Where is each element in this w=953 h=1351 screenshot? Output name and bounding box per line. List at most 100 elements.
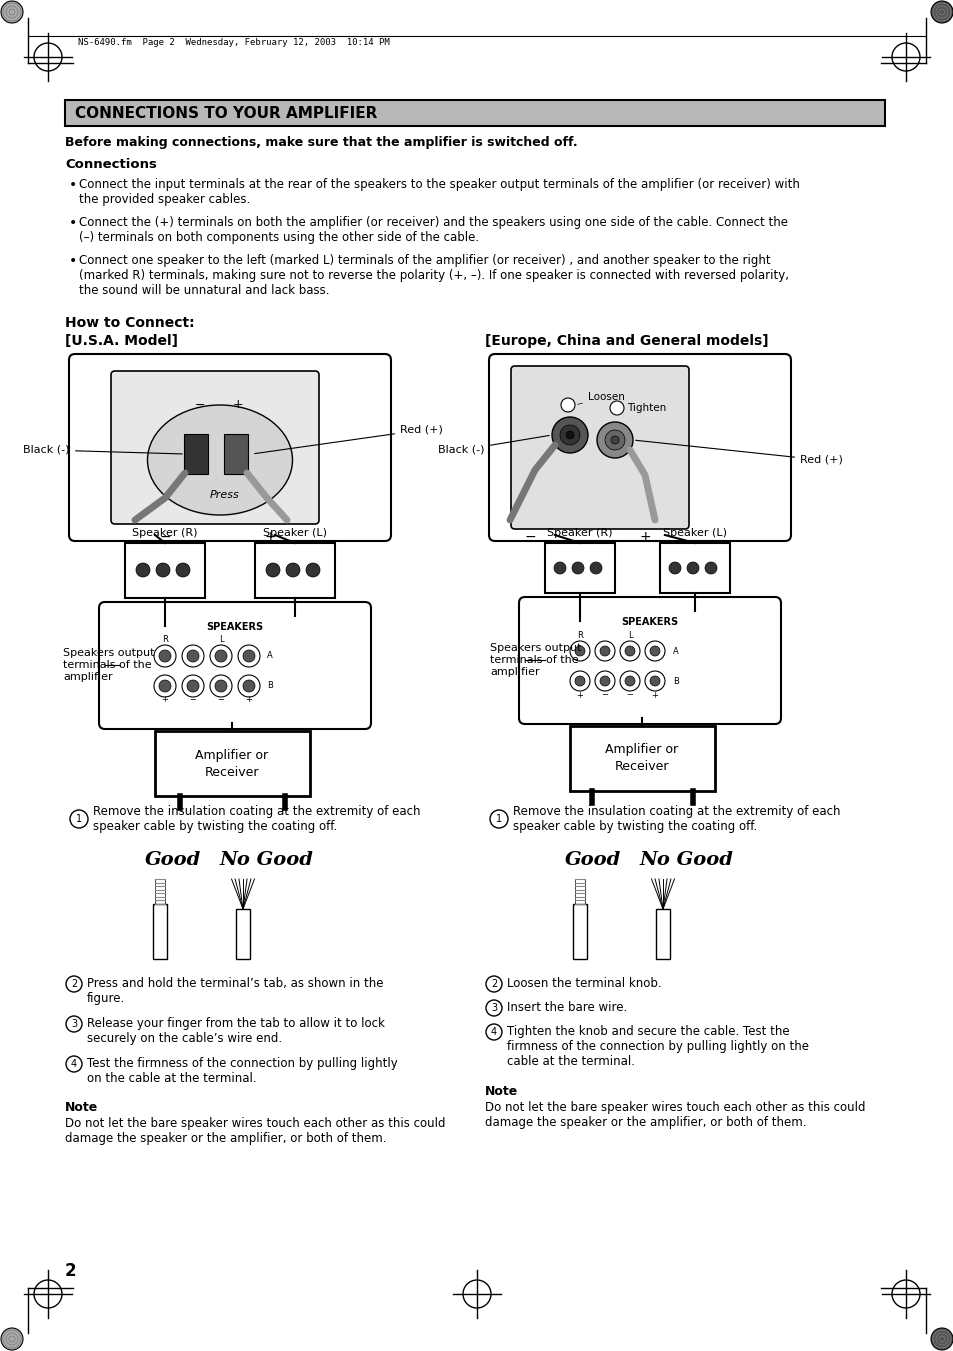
Circle shape xyxy=(214,650,227,662)
Text: Speaker (L): Speaker (L) xyxy=(263,528,327,538)
Text: 1: 1 xyxy=(496,815,501,824)
Text: Amplifier or: Amplifier or xyxy=(605,743,678,757)
Bar xyxy=(575,880,584,904)
Circle shape xyxy=(609,401,623,415)
Circle shape xyxy=(604,430,624,450)
Text: Remove the insulation coating at the extremity of each
speaker cable by twisting: Remove the insulation coating at the ext… xyxy=(513,805,840,834)
Circle shape xyxy=(597,422,633,458)
Circle shape xyxy=(306,563,319,577)
Text: Speaker (R): Speaker (R) xyxy=(132,528,197,538)
Text: •: • xyxy=(69,178,77,192)
Text: SPEAKERS: SPEAKERS xyxy=(206,621,263,632)
Circle shape xyxy=(595,640,615,661)
Circle shape xyxy=(649,676,659,686)
Circle shape xyxy=(930,1,952,23)
Circle shape xyxy=(668,562,680,574)
Text: Loosen: Loosen xyxy=(578,392,624,404)
Text: +: + xyxy=(233,399,243,412)
Text: Loosen the terminal knob.: Loosen the terminal knob. xyxy=(506,977,661,990)
Bar xyxy=(235,909,250,959)
FancyBboxPatch shape xyxy=(99,603,371,730)
Circle shape xyxy=(153,676,175,697)
Circle shape xyxy=(187,680,199,692)
Text: B: B xyxy=(267,681,273,690)
Circle shape xyxy=(182,676,204,697)
Text: Good: Good xyxy=(564,851,620,869)
Text: 2: 2 xyxy=(71,979,77,989)
Bar xyxy=(154,731,310,796)
Text: [U.S.A. Model]: [U.S.A. Model] xyxy=(65,334,178,349)
Text: B: B xyxy=(672,677,679,685)
Text: Connect the (+) terminals on both the amplifier (or receiver) and the speakers u: Connect the (+) terminals on both the am… xyxy=(79,216,787,245)
Text: −: − xyxy=(217,696,224,704)
Text: Amplifier or: Amplifier or xyxy=(195,748,269,762)
Text: Red (+): Red (+) xyxy=(254,426,442,454)
Text: 2: 2 xyxy=(491,979,497,989)
Circle shape xyxy=(624,646,635,657)
Text: −: − xyxy=(159,530,171,544)
Circle shape xyxy=(595,671,615,690)
Text: Receiver: Receiver xyxy=(614,761,669,774)
Text: Black (-): Black (-) xyxy=(438,435,549,455)
Text: Note: Note xyxy=(484,1085,517,1098)
Text: No Good: No Good xyxy=(220,851,314,869)
Text: Connect the input terminals at the rear of the speakers to the speaker output te: Connect the input terminals at the rear … xyxy=(79,178,799,205)
Circle shape xyxy=(1,1,23,23)
Text: −: − xyxy=(523,530,536,544)
Circle shape xyxy=(569,671,589,690)
Text: 4: 4 xyxy=(491,1027,497,1038)
Circle shape xyxy=(619,640,639,661)
Text: Test the firmness of the connection by pulling lightly
on the cable at the termi: Test the firmness of the connection by p… xyxy=(87,1056,397,1085)
FancyBboxPatch shape xyxy=(69,354,391,540)
Circle shape xyxy=(644,640,664,661)
Text: Insert the bare wire.: Insert the bare wire. xyxy=(506,1001,626,1015)
FancyBboxPatch shape xyxy=(224,434,248,474)
Circle shape xyxy=(624,676,635,686)
Text: Speakers output
terminals of the
amplifier: Speakers output terminals of the amplifi… xyxy=(490,643,581,677)
Circle shape xyxy=(569,640,589,661)
Bar xyxy=(125,543,205,598)
Circle shape xyxy=(1,1328,23,1350)
Text: Do not let the bare speaker wires touch each other as this could
damage the spea: Do not let the bare speaker wires touch … xyxy=(65,1117,445,1146)
Bar xyxy=(659,543,729,593)
Text: •: • xyxy=(69,216,77,230)
Text: Remove the insulation coating at the extremity of each
speaker cable by twisting: Remove the insulation coating at the ext… xyxy=(92,805,420,834)
Bar xyxy=(254,543,335,598)
Text: Good: Good xyxy=(145,851,201,869)
Circle shape xyxy=(182,644,204,667)
Circle shape xyxy=(243,650,254,662)
Circle shape xyxy=(559,426,579,444)
Circle shape xyxy=(589,562,601,574)
Text: 3: 3 xyxy=(71,1019,77,1029)
Text: 1: 1 xyxy=(76,815,82,824)
Bar xyxy=(544,543,615,593)
Circle shape xyxy=(210,676,232,697)
Text: 3: 3 xyxy=(491,1002,497,1013)
Text: Connections: Connections xyxy=(65,158,156,172)
Text: How to Connect:: How to Connect: xyxy=(65,316,194,330)
Text: Speaker (R): Speaker (R) xyxy=(547,528,612,538)
Text: +: + xyxy=(651,690,658,700)
Text: −: − xyxy=(194,399,205,412)
Circle shape xyxy=(187,650,199,662)
Text: L: L xyxy=(218,635,223,644)
Text: R: R xyxy=(162,635,168,644)
Circle shape xyxy=(599,676,609,686)
Bar xyxy=(656,909,669,959)
FancyBboxPatch shape xyxy=(489,354,790,540)
Text: Note: Note xyxy=(65,1101,98,1115)
Text: NS-6490.fm  Page 2  Wednesday, February 12, 2003  10:14 PM: NS-6490.fm Page 2 Wednesday, February 12… xyxy=(78,38,390,47)
Text: +: + xyxy=(264,530,275,544)
FancyBboxPatch shape xyxy=(111,372,318,524)
Bar xyxy=(569,725,714,790)
Circle shape xyxy=(210,644,232,667)
Circle shape xyxy=(552,417,587,453)
Circle shape xyxy=(156,563,170,577)
Text: A: A xyxy=(672,647,678,655)
Text: Do not let the bare speaker wires touch each other as this could
damage the spea: Do not let the bare speaker wires touch … xyxy=(484,1101,864,1129)
Circle shape xyxy=(686,562,699,574)
Circle shape xyxy=(565,431,574,439)
Circle shape xyxy=(286,563,299,577)
Text: Release your finger from the tab to allow it to lock
securely on the cable’s wir: Release your finger from the tab to allo… xyxy=(87,1017,384,1046)
Circle shape xyxy=(243,680,254,692)
